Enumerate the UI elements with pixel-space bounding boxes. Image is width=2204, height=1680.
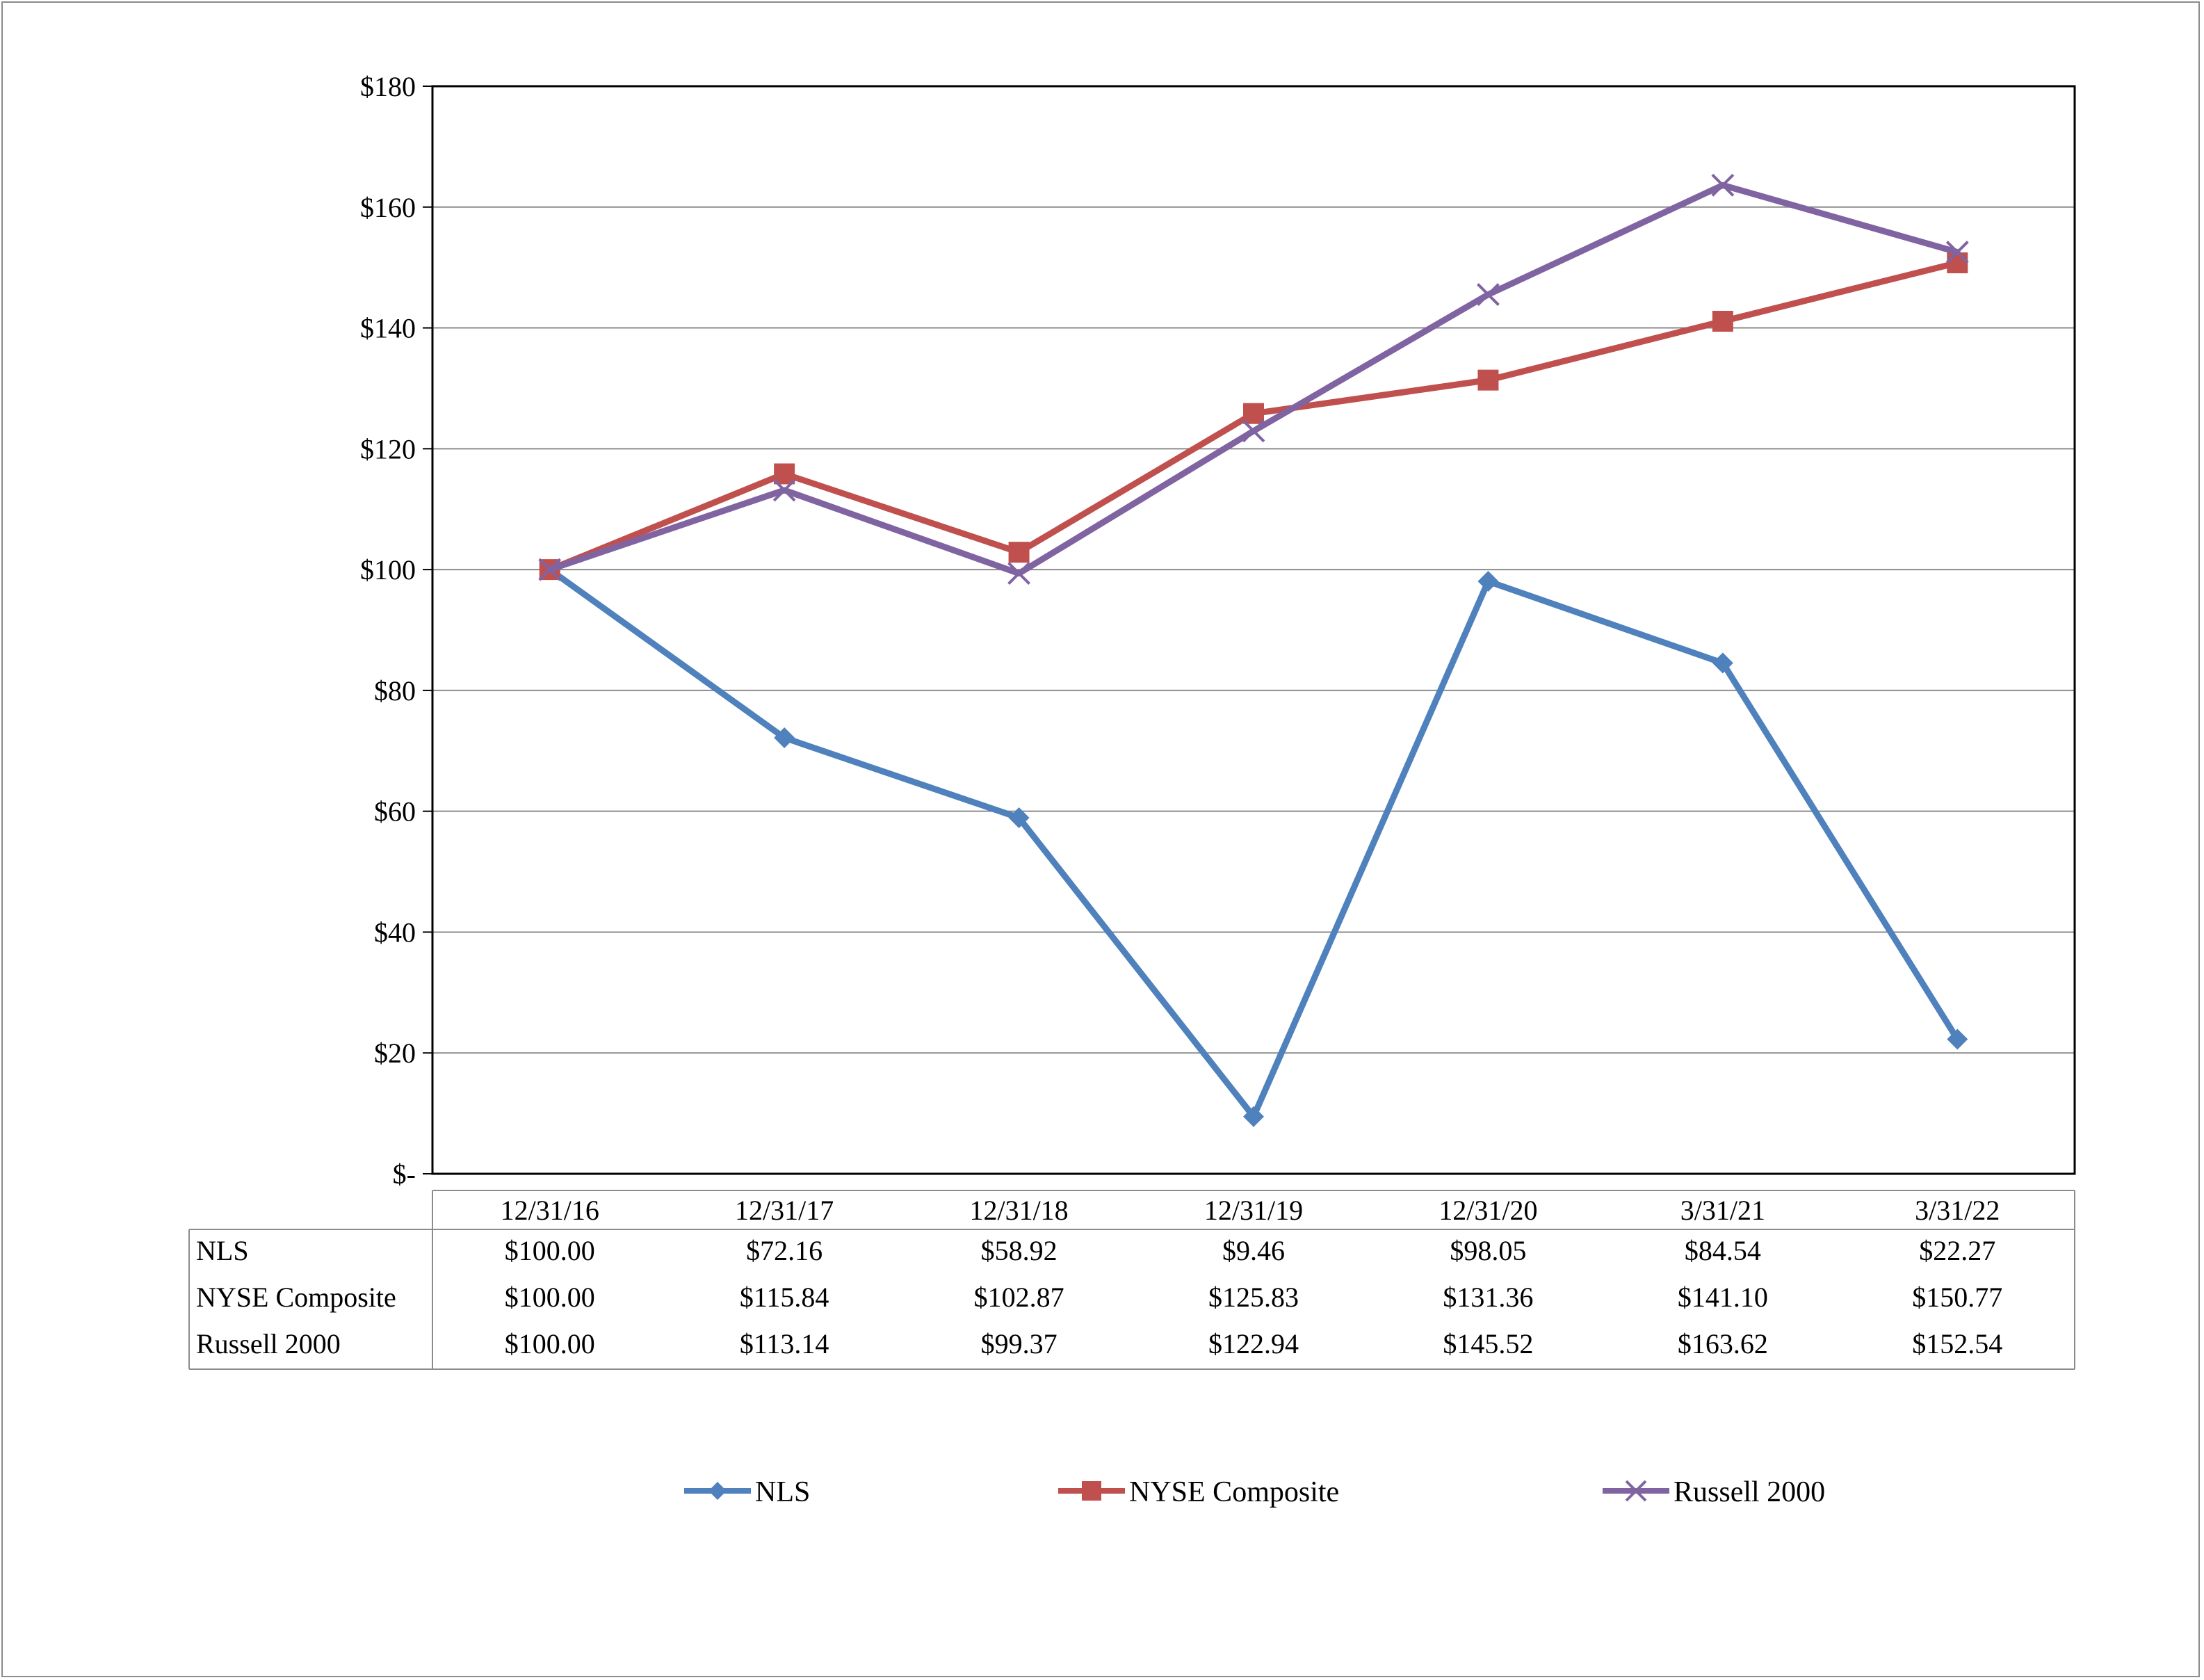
point-nyse-composite-3 <box>1243 403 1264 424</box>
point-nls-6 <box>1947 1028 1968 1050</box>
point-russell-2000-2 <box>1007 562 1030 585</box>
legend-marker <box>1082 1481 1101 1501</box>
data-label: $9.46 <box>1222 1235 1285 1266</box>
legend-marker <box>1625 1480 1647 1502</box>
data-label: $99.37 <box>981 1328 1058 1359</box>
y-tick-label: $20 <box>374 1037 416 1069</box>
x-tick-label: 12/31/16 <box>501 1195 599 1226</box>
data-label: $22.27 <box>1919 1235 1995 1266</box>
table-row-label: Russell 2000 <box>196 1328 341 1359</box>
data-label: $125.83 <box>1208 1282 1299 1313</box>
data-label: $152.54 <box>1912 1328 2002 1359</box>
plot-area-border <box>431 85 2076 1175</box>
series-russell-2000 <box>538 173 1969 585</box>
series-lines <box>538 173 1969 1127</box>
legend-item-nyse-composite: NYSE Composite <box>1058 1476 1339 1508</box>
point-russell-2000-6 <box>1945 241 1969 264</box>
data-label: $58.92 <box>981 1235 1058 1266</box>
series-line-nls <box>546 566 1961 1120</box>
data-label: $115.84 <box>740 1282 829 1313</box>
point-nls-2 <box>1008 807 1030 829</box>
data-label: $163.62 <box>1678 1328 1768 1359</box>
legend-marker <box>708 1482 727 1500</box>
legend-item-russell-2000: Russell 2000 <box>1603 1476 1825 1508</box>
data-label: $102.87 <box>974 1282 1064 1313</box>
data-label: $84.54 <box>1685 1235 1761 1266</box>
data-label: $100.00 <box>505 1282 595 1313</box>
point-nyse-composite-2 <box>1008 542 1030 563</box>
axes: $- $20 $40 $60 $80 $100 $120 $140 $160 $180 <box>360 71 2076 1190</box>
point-nls-5 <box>1712 652 1733 674</box>
x-tick-label: 12/31/20 <box>1439 1195 1537 1226</box>
point-nyse-composite-6 <box>1947 252 1968 273</box>
series-line-russell-2000 <box>546 181 1961 577</box>
series-nyse-composite <box>539 252 1968 581</box>
data-label: $131.36 <box>1443 1282 1533 1313</box>
point-russell-2000-1 <box>772 478 796 502</box>
x-tick-label: 12/31/19 <box>1204 1195 1303 1226</box>
legend: NLS NYSE Composite Russell 2000 <box>684 1476 1825 1508</box>
point-russell-2000-4 <box>1477 283 1500 307</box>
point-russell-2000-0 <box>538 558 562 581</box>
data-label: $72.16 <box>746 1235 823 1266</box>
point-russell-2000-3 <box>1242 419 1265 443</box>
data-label: $122.94 <box>1208 1328 1299 1359</box>
data-label: $141.10 <box>1678 1282 1768 1313</box>
point-russell-2000-5 <box>1711 173 1735 197</box>
legend-item-nls: NLS <box>684 1476 810 1508</box>
y-tick-label: $80 <box>374 675 416 706</box>
data-label: $113.14 <box>740 1328 829 1359</box>
point-nls-1 <box>774 727 795 749</box>
data-label: $98.05 <box>1450 1235 1526 1266</box>
y-tick-label: $60 <box>374 796 416 827</box>
legend-label: Russell 2000 <box>1674 1476 1825 1508</box>
y-tick-label: $140 <box>360 313 416 344</box>
y-tick-label: $100 <box>360 554 416 585</box>
point-nyse-composite-1 <box>774 463 795 485</box>
data-label: $150.77 <box>1912 1282 2002 1313</box>
legend-label: NYSE Composite <box>1129 1476 1339 1508</box>
x-tick-label: 3/31/22 <box>1915 1195 2000 1226</box>
y-tick-label: $40 <box>374 916 416 948</box>
point-nls-3 <box>1243 1106 1264 1127</box>
table-row-label: NLS <box>196 1235 249 1266</box>
point-nyse-composite-5 <box>1712 310 1733 332</box>
y-tick-label: $120 <box>360 433 416 465</box>
data-label: $100.00 <box>505 1328 595 1359</box>
point-nyse-composite-4 <box>1477 369 1499 391</box>
data-table: 12/31/16 12/31/17 12/31/18 12/31/19 12/31/20… <box>188 1190 2075 1370</box>
x-tick-label: 12/31/18 <box>969 1195 1068 1226</box>
series-nls <box>539 559 1968 1127</box>
gridlines <box>432 206 2075 1054</box>
point-nls-4 <box>1477 571 1499 592</box>
x-tick-label: 12/31/17 <box>735 1195 834 1226</box>
y-tick-label: $180 <box>360 71 416 102</box>
y-tick-label: $- <box>393 1158 416 1190</box>
table-row-label: NYSE Composite <box>196 1282 396 1313</box>
y-tick-label: $160 <box>360 192 416 223</box>
data-label: $100.00 <box>505 1235 595 1266</box>
legend-label: NLS <box>755 1476 810 1508</box>
x-tick-label: 3/31/21 <box>1680 1195 1765 1226</box>
data-label: $145.52 <box>1443 1328 1533 1359</box>
